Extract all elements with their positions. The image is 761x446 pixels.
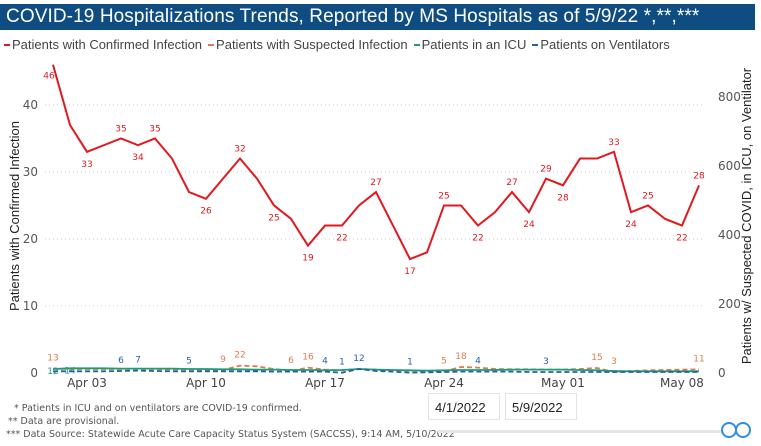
data-label: 4 bbox=[322, 357, 328, 367]
data-label: 15 bbox=[591, 353, 602, 363]
y-left-tick-label: 0 bbox=[30, 366, 38, 380]
data-label: 33 bbox=[608, 138, 619, 148]
data-label: 1 bbox=[339, 358, 345, 368]
data-label: 25 bbox=[268, 213, 279, 223]
x-tick-label: May 01 bbox=[541, 376, 585, 390]
legend-label: Patients on Ventilators bbox=[540, 37, 670, 52]
legend-swatch bbox=[413, 43, 420, 46]
legend-swatch bbox=[208, 43, 215, 46]
data-label: 35 bbox=[149, 124, 160, 134]
legend-label: Patients in an ICU bbox=[421, 37, 527, 52]
y-right-tick-label: 400 bbox=[718, 228, 741, 242]
legend: Patients with Confirmed Infection Patien… bbox=[4, 37, 670, 52]
x-tick-label: Apr 24 bbox=[424, 376, 464, 390]
data-label: 27 bbox=[506, 178, 517, 188]
legend-item-ventilators[interactable]: Patients on Ventilators bbox=[532, 37, 670, 52]
data-label: 29 bbox=[540, 165, 552, 175]
data-label: 3 bbox=[611, 357, 617, 367]
legend-swatch bbox=[532, 43, 539, 46]
x-tick-label: Apr 17 bbox=[305, 376, 345, 390]
data-label: 28 bbox=[693, 171, 705, 181]
data-label: 7 bbox=[135, 356, 141, 366]
data-label: 22 bbox=[234, 351, 245, 361]
y-right-tick-label: 600 bbox=[718, 159, 741, 173]
footnote: * Patients in ICU and on ventilators are… bbox=[14, 403, 302, 414]
data-label: 9 bbox=[220, 355, 226, 365]
chart-title: COVID-19 Hospitalizations Trends, Report… bbox=[0, 4, 755, 30]
legend-label: Patients with Confirmed Infection bbox=[12, 37, 203, 52]
data-label: 6 bbox=[288, 356, 294, 366]
y-right-tick-label: 800 bbox=[718, 90, 741, 104]
data-label: 25 bbox=[642, 191, 653, 201]
data-label: 32 bbox=[234, 145, 245, 155]
y-right-tick-label: 200 bbox=[718, 297, 741, 311]
y-left-tick-label: 30 bbox=[23, 165, 38, 179]
footnote: *** Data Source: Statewide Acute Care Ca… bbox=[6, 429, 455, 440]
data-label: 6 bbox=[118, 356, 124, 366]
y-left-tick-label: 40 bbox=[23, 98, 38, 112]
data-label: 27 bbox=[370, 178, 381, 188]
y-left-tick-label: 10 bbox=[23, 299, 38, 313]
series-line-0 bbox=[52, 64, 700, 261]
start-date-input[interactable]: 4/1/2022 bbox=[428, 393, 500, 420]
data-label: 4 bbox=[475, 357, 481, 367]
data-label: 28 bbox=[557, 193, 569, 203]
series-line-3 bbox=[53, 368, 699, 374]
data-label: 13 bbox=[47, 354, 58, 364]
x-tick-label: Apr 03 bbox=[67, 376, 107, 390]
date-range-slider[interactable] bbox=[438, 430, 723, 433]
footnote: ** Data are provisional. bbox=[8, 416, 120, 427]
data-label: 22 bbox=[676, 234, 687, 244]
data-label: 19 bbox=[302, 254, 314, 264]
y-right-tick-label: 0 bbox=[718, 366, 726, 380]
data-label: 11 bbox=[693, 354, 704, 364]
legend-item-confirmed[interactable]: Patients with Confirmed Infection bbox=[4, 37, 202, 52]
x-tick-label: Apr 10 bbox=[186, 376, 226, 390]
data-label: 22 bbox=[472, 234, 483, 244]
data-label: 1 bbox=[407, 358, 413, 368]
data-label: 24 bbox=[523, 220, 535, 230]
data-label: 16 bbox=[302, 353, 314, 363]
x-tick-label: May 08 bbox=[660, 376, 704, 390]
data-label: 3 bbox=[543, 357, 549, 367]
data-label: 35 bbox=[115, 124, 126, 134]
end-date-input[interactable]: 5/9/2022 bbox=[505, 393, 577, 420]
legend-swatch bbox=[4, 43, 10, 46]
data-label: 24 bbox=[625, 220, 637, 230]
series-line-2 bbox=[52, 367, 699, 373]
legend-item-suspected[interactable]: Patients with Suspected Infection bbox=[208, 37, 408, 52]
data-label: 12 bbox=[353, 354, 364, 364]
y-left-tick-label: 20 bbox=[23, 232, 38, 246]
data-label: 5 bbox=[186, 356, 192, 366]
data-label: 5 bbox=[441, 356, 447, 366]
data-label: 34 bbox=[132, 153, 144, 163]
data-label: 17 bbox=[404, 267, 415, 277]
data-label: 46 bbox=[43, 72, 55, 82]
data-label: 33 bbox=[81, 160, 92, 170]
slider-end-handle[interactable] bbox=[735, 422, 751, 438]
data-label: 18 bbox=[455, 352, 467, 362]
data-label: 22 bbox=[336, 234, 347, 244]
data-label: 26 bbox=[200, 207, 212, 217]
legend-item-icu[interactable]: Patients in an ICU bbox=[413, 37, 527, 52]
data-label: 25 bbox=[438, 191, 449, 201]
footnotes: * Patients in ICU and on ventilators are… bbox=[6, 402, 455, 441]
legend-label: Patients with Suspected Infection bbox=[216, 37, 408, 52]
y-left-axis-title: Patients with Confirmed Infection bbox=[7, 121, 22, 311]
y-right-axis-title: Patients w/ Suspected COVID, in ICU, on … bbox=[739, 67, 754, 364]
